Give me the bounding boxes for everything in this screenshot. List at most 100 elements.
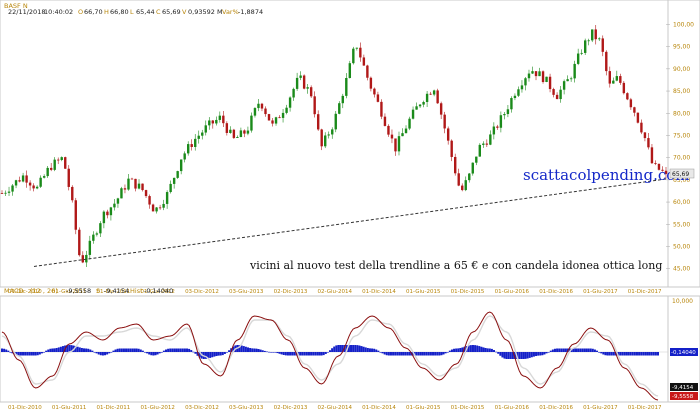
histogram-bar (108, 352, 111, 354)
candle-body (7, 191, 11, 193)
histogram-bar (585, 348, 588, 352)
histogram-bar (440, 352, 443, 356)
macd-x-tick-label: 01-Giu-2015 (406, 405, 441, 411)
candle-body (594, 29, 597, 40)
histogram-bar (276, 352, 279, 354)
histogram-bar (350, 345, 353, 352)
candle-body (397, 136, 401, 152)
histogram-bar (213, 352, 216, 357)
histogram-bar (223, 352, 226, 354)
histogram-bar (524, 352, 527, 359)
macd-x-axis-ticks: 01-Dic-2010 01-Giu-2011 01-Dic-2011 01-Giu-… (8, 405, 662, 411)
macd-panel: MACD (12 , 26) -9,5558 S -9,4154 Hist -0… (0, 287, 700, 411)
histogram-bar (240, 345, 243, 352)
histogram-bar (621, 352, 624, 356)
candle-body (580, 52, 583, 54)
price-y-tick-label: 65,00 (673, 177, 690, 184)
price-y-tick-label: 100,00 (673, 21, 694, 28)
histogram-bar (558, 348, 561, 352)
histogram-bar (249, 347, 252, 352)
histogram-bar (453, 348, 456, 352)
candle-body (369, 77, 373, 89)
candle-body (425, 93, 429, 103)
candle-body (348, 63, 352, 78)
histogram-bar (394, 352, 397, 356)
macd-hist-tag-box (670, 348, 698, 356)
histogram-bar (106, 352, 109, 355)
candle-body (629, 99, 633, 108)
histogram-bar (608, 352, 611, 356)
histogram-bar (545, 352, 548, 354)
price-x-axis-ticks: 01-Dic-2010 01-Giu-2011 01-Dic-2011 01-Giu-… (8, 289, 662, 295)
histogram-bar (381, 352, 384, 354)
histogram-bar (194, 352, 197, 354)
histogram-bar (566, 348, 569, 352)
candle-body (18, 180, 21, 182)
candle-body (598, 38, 601, 40)
histogram-bar (43, 352, 46, 353)
histogram-bar (606, 352, 609, 356)
volume-label: V (182, 8, 187, 16)
histogram-bar (101, 352, 104, 356)
candle-body (619, 76, 622, 83)
candle-body (285, 107, 288, 113)
histogram-bar (429, 352, 432, 356)
histogram-bar (400, 352, 403, 356)
histogram-bar (377, 350, 380, 352)
candle-body (320, 129, 323, 147)
histogram-bar (137, 348, 140, 352)
candle-body (243, 130, 246, 134)
histogram-bar (154, 352, 157, 356)
histogram-bar (34, 352, 37, 356)
histogram-bar (150, 352, 153, 356)
candle-body (25, 175, 28, 183)
candle-body (306, 87, 309, 89)
candle-body (215, 119, 218, 124)
histogram-bar (303, 352, 306, 356)
histogram-bar (604, 352, 607, 356)
histogram-bar (625, 352, 628, 356)
histogram-bar (261, 350, 264, 352)
histogram-bar (247, 347, 249, 352)
candle-body (664, 170, 668, 174)
histogram-bar (169, 348, 172, 352)
histogram-bar (551, 349, 554, 352)
histogram-bar (337, 345, 340, 352)
candle-body (492, 126, 496, 135)
histogram-bar (568, 348, 571, 352)
histogram-bar (274, 352, 277, 353)
histogram-bar (204, 352, 207, 359)
price-x-tick-label: 01-Dic-2015 (451, 289, 485, 295)
histogram-bar (404, 352, 407, 356)
candle-body (485, 143, 489, 145)
candle-body (267, 114, 271, 121)
histogram-bar (190, 350, 193, 352)
macd-x-tick-label: 01-Giu-2016 (495, 405, 530, 411)
candle-body (657, 163, 661, 170)
last-price-value: 65,69 (672, 171, 689, 178)
candle-body (32, 185, 35, 189)
candle-body (134, 178, 137, 189)
price-y-tick-label: 95,00 (673, 44, 690, 51)
histogram-bar (299, 352, 302, 356)
candle-body (401, 133, 404, 137)
candle-body (123, 188, 127, 190)
candle-body (95, 233, 99, 235)
candle-body (85, 254, 88, 263)
candle-body (538, 71, 541, 77)
price-panel: 45,00 50,00 55,00 60,00 65,00 70,00 75,00 80,00… (0, 0, 700, 295)
candle-body (260, 103, 264, 109)
histogram-bar (68, 345, 71, 352)
candle-body (201, 132, 204, 136)
candle-body (394, 138, 397, 152)
candle-body (461, 185, 464, 191)
histogram-bar (553, 348, 556, 352)
candle-body (4, 192, 7, 194)
histogram-bar (7, 350, 10, 352)
histogram-bar (427, 352, 430, 356)
candle-body (151, 204, 155, 212)
histogram-bar (469, 345, 472, 352)
histogram-bar (196, 352, 199, 356)
candle-body (246, 130, 250, 134)
